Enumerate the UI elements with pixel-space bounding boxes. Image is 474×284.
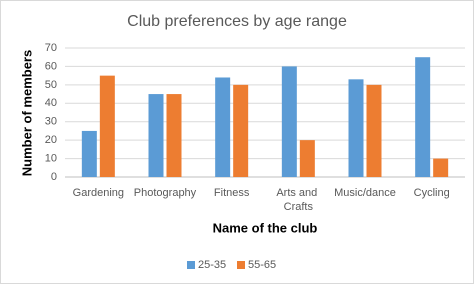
bar xyxy=(166,94,182,177)
legend-label: 55-65 xyxy=(248,259,276,271)
x-tick-label: Cycling xyxy=(414,187,450,199)
bar xyxy=(233,84,249,177)
y-tick-label: 70 xyxy=(45,42,57,54)
x-tick-label: Music/dance xyxy=(334,187,396,199)
y-tick-label: 50 xyxy=(45,79,57,91)
bar xyxy=(348,79,364,177)
bar xyxy=(299,140,315,177)
bar xyxy=(415,57,431,177)
y-tick-label: 0 xyxy=(51,171,57,183)
y-tick-label: 40 xyxy=(45,97,57,109)
legend-swatch xyxy=(237,261,245,269)
bar xyxy=(433,158,449,177)
x-tick-label: Fitness xyxy=(214,187,250,199)
x-tick-label: Arts and Crafts xyxy=(276,187,320,213)
y-axis-title: Number of members xyxy=(19,50,34,176)
x-tick-label: Gardening xyxy=(73,187,124,199)
bar xyxy=(99,75,115,177)
bar xyxy=(148,94,164,177)
bar xyxy=(366,84,382,177)
x-axis-title: Name of the club xyxy=(213,220,318,235)
y-tick-label: 20 xyxy=(45,134,57,146)
y-tick-label: 30 xyxy=(45,116,57,128)
bar xyxy=(81,130,97,177)
y-tick-label: 10 xyxy=(45,152,57,164)
y-tick-label: 60 xyxy=(45,60,57,72)
legend-swatch xyxy=(187,261,195,269)
bar xyxy=(281,66,297,177)
bar xyxy=(215,77,231,177)
legend-label: 25-35 xyxy=(198,259,226,271)
x-tick-label: Photography xyxy=(134,187,197,199)
chart-title: Club preferences by age range xyxy=(127,13,347,30)
